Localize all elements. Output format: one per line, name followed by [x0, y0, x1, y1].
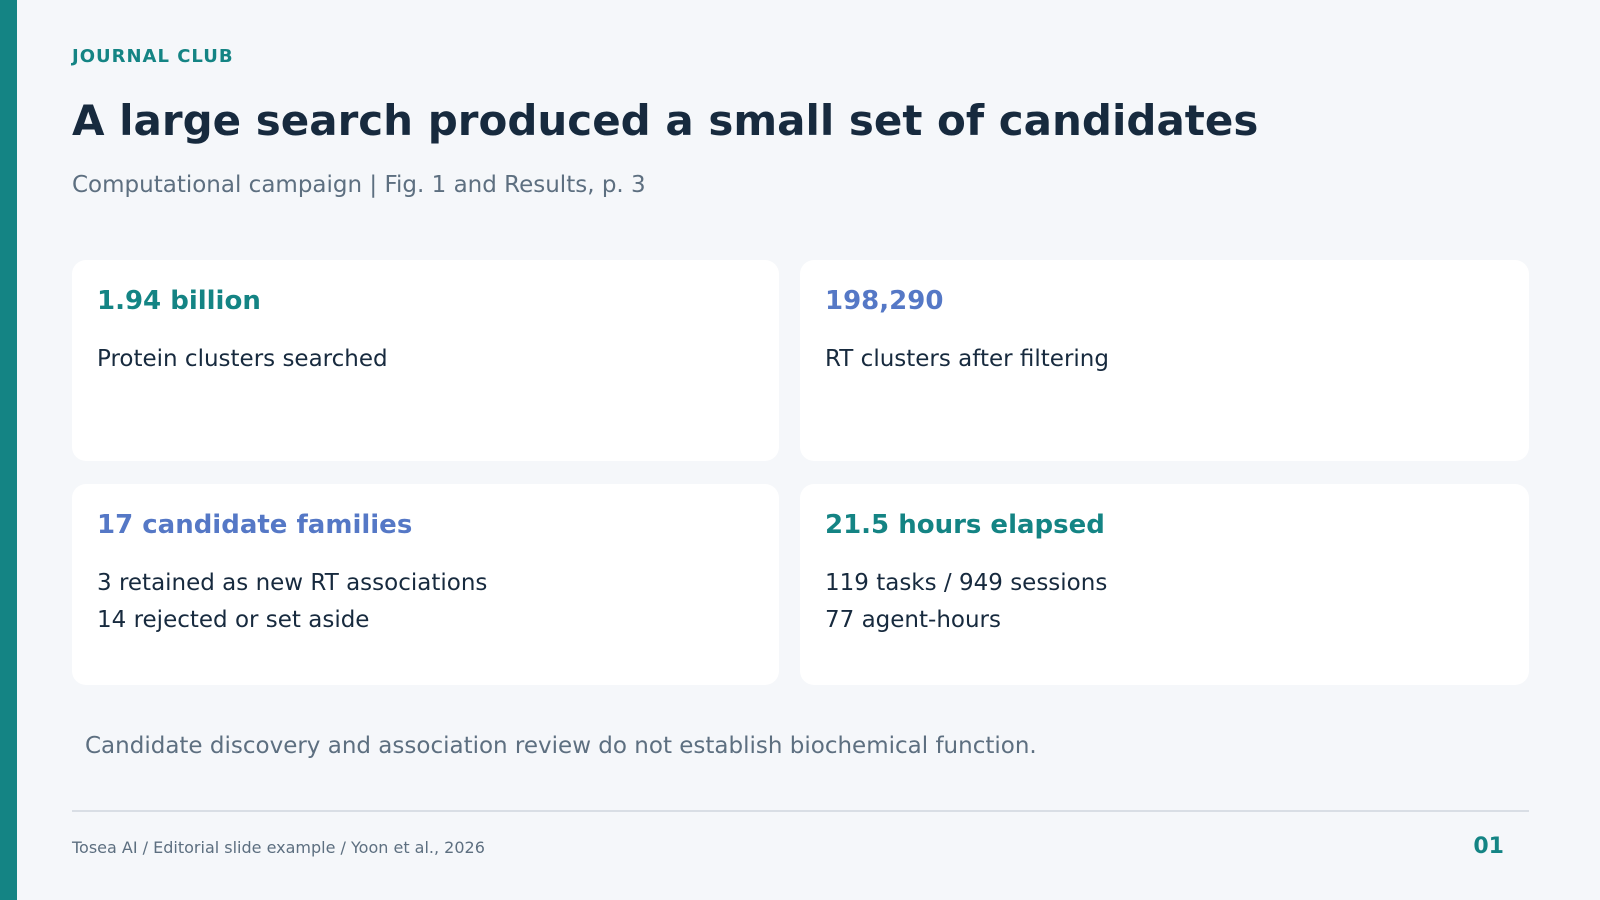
- card-description: Protein clusters searched: [97, 346, 388, 372]
- accent-bar: [0, 0, 17, 900]
- stat-card-protein-clusters: 1.94 billion Protein clusters searched: [72, 260, 779, 461]
- card-description: 119 tasks / 949 sessions: [825, 570, 1108, 596]
- card-stat-value: 1.94 billion: [97, 286, 261, 316]
- footer-divider: [72, 810, 1529, 812]
- disclaimer-note: Candidate discovery and association revi…: [85, 733, 1037, 759]
- card-stat-value: 198,290: [825, 286, 944, 316]
- card-description: 77 agent-hours: [825, 607, 1001, 633]
- page-number: 01: [1473, 834, 1504, 859]
- slide-title: A large search produced a small set of c…: [72, 96, 1259, 145]
- card-description: 3 retained as new RT associations: [97, 570, 488, 596]
- stat-card-rt-clusters: 198,290 RT clusters after filtering: [800, 260, 1529, 461]
- footer-credit: Tosea AI / Editorial slide example / Yoo…: [72, 838, 485, 857]
- slide-subtitle: Computational campaign | Fig. 1 and Resu…: [72, 172, 646, 198]
- card-description: RT clusters after filtering: [825, 346, 1109, 372]
- card-stat-value: 17 candidate families: [97, 510, 413, 540]
- slide-kicker: JOURNAL CLUB: [72, 46, 234, 67]
- stat-card-candidate-families: 17 candidate families 3 retained as new …: [72, 484, 779, 685]
- stat-card-hours-elapsed: 21.5 hours elapsed 119 tasks / 949 sessi…: [800, 484, 1529, 685]
- card-description: 14 rejected or set aside: [97, 607, 370, 633]
- card-stat-value: 21.5 hours elapsed: [825, 510, 1105, 540]
